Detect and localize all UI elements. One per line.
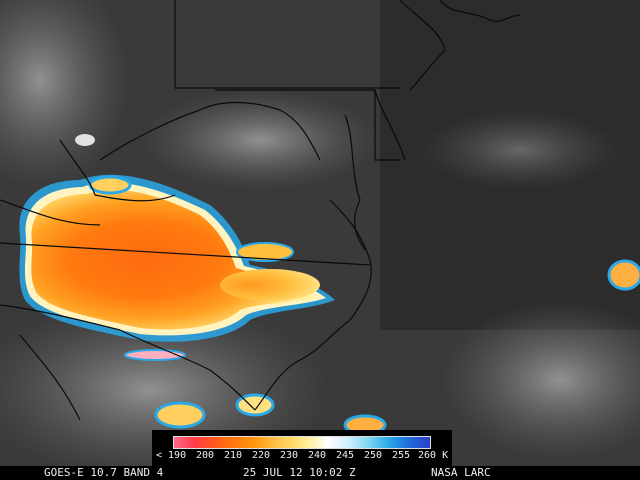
boundary-md [215, 89, 400, 161]
boundary-delmarva [374, 89, 406, 161]
cell-east-coast [607, 259, 640, 291]
colorbar-label: < 190 [156, 450, 187, 461]
cloud-field-north [140, 90, 380, 190]
boundary-tn-nc [0, 304, 121, 331]
footer-bar: GOES-E 10.7 BAND 4 25 JUL 12 10:02 Z NAS… [0, 466, 640, 480]
boundary-sc [119, 329, 256, 411]
credit-label: NASA LARC [431, 466, 491, 479]
colorbar-label: 250 [364, 450, 383, 461]
satellite-label: GOES-E 10.7 BAND 4 [44, 466, 164, 479]
colorbar-label: 210 [224, 450, 243, 461]
boundary-wv [99, 101, 321, 161]
colorbar-label: 245 [336, 450, 355, 461]
colorbar-label: 220 [252, 450, 271, 461]
boundaries [0, 0, 521, 421]
boundary-ga [19, 334, 81, 421]
boundary-ky [0, 199, 101, 226]
cloud-field-southeast [440, 300, 640, 460]
colorbar-label: 260 K [418, 450, 449, 461]
cell-south-2 [235, 393, 275, 417]
colorbar: < 190 200 210 220 230 240 245 250 255 26… [152, 430, 452, 466]
cell-south-1 [154, 401, 206, 429]
satellite-ir-image [0, 0, 640, 466]
colorbar-label: 255 [392, 450, 411, 461]
cloud-field-south [0, 300, 330, 466]
cloud-field-east [420, 110, 620, 190]
boundary-va-west [59, 139, 176, 202]
colorbar-labels: < 190 200 210 220 230 240 245 250 255 26… [152, 450, 452, 464]
cell-north [88, 175, 132, 195]
boundary-pa-north [174, 0, 400, 89]
cloud-field-west [0, 0, 130, 190]
timestamp-label: 25 JUL 12 10:02 Z [243, 466, 356, 479]
boundary-va-nc [0, 242, 371, 266]
boundary-nj [439, 0, 521, 22]
storm-band-north [236, 242, 294, 262]
boundary-va-coast [329, 199, 372, 321]
boundary-nc-coast [254, 319, 351, 411]
colorbar-gradient [173, 436, 431, 449]
colorbar-label: 200 [196, 450, 215, 461]
colorbar-label: 240 [308, 450, 327, 461]
boundary-chesapeake [344, 114, 366, 251]
storm-eastern-band [220, 269, 320, 301]
cell-northwest [75, 134, 95, 146]
boundary-ny-coast [399, 0, 446, 91]
colorbar-label: 230 [280, 450, 299, 461]
